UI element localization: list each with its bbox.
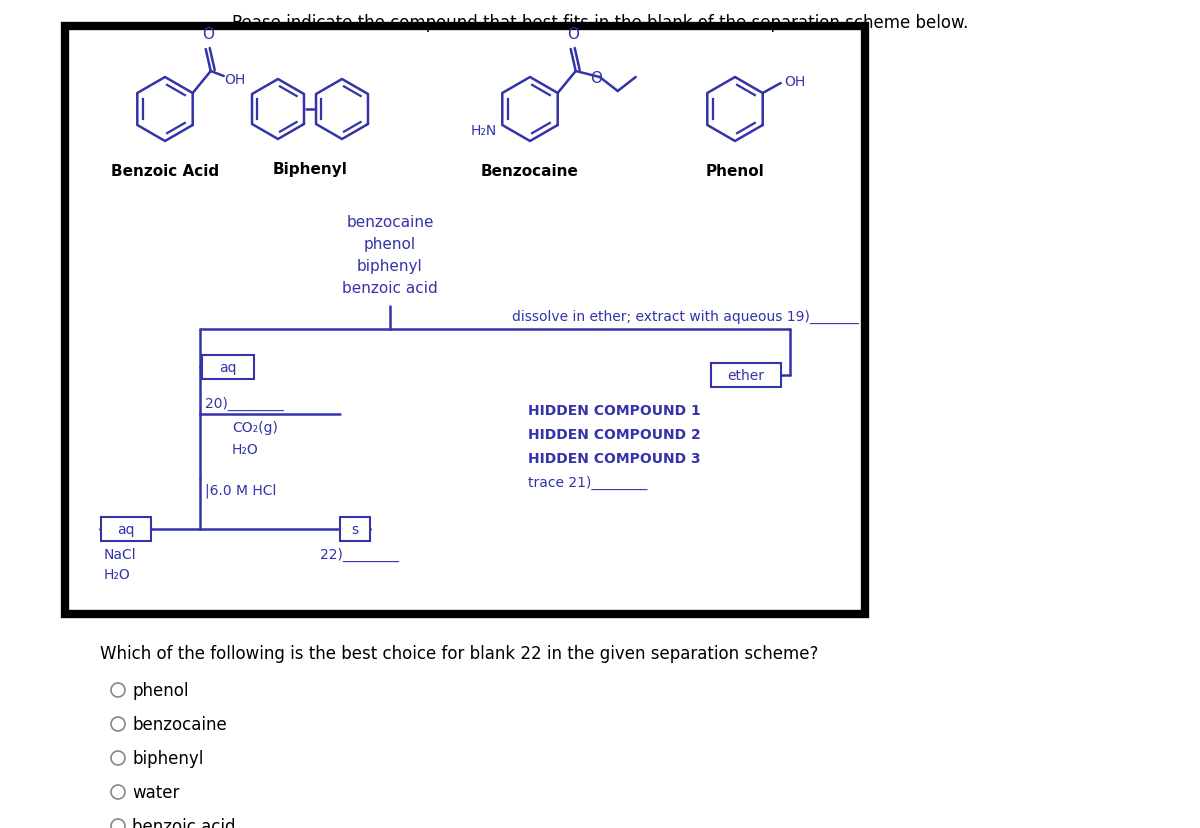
Text: biphenyl: biphenyl	[358, 258, 422, 274]
Text: Biphenyl: Biphenyl	[272, 161, 348, 177]
Text: HIDDEN COMPOUND 3: HIDDEN COMPOUND 3	[528, 451, 701, 465]
Text: CO₂(g): CO₂(g)	[232, 421, 278, 435]
Text: dissolve in ether; extract with aqueous 19)_______: dissolve in ether; extract with aqueous …	[512, 310, 859, 324]
FancyBboxPatch shape	[101, 518, 151, 542]
Text: phenol: phenol	[132, 681, 188, 699]
Text: Benzoic Acid: Benzoic Acid	[110, 164, 220, 179]
FancyBboxPatch shape	[202, 355, 254, 379]
Text: NaCl: NaCl	[104, 547, 137, 561]
FancyBboxPatch shape	[710, 363, 781, 388]
Text: aq: aq	[118, 522, 134, 537]
Text: benzocaine: benzocaine	[347, 214, 433, 229]
Text: benzocaine: benzocaine	[132, 715, 227, 733]
Text: HIDDEN COMPOUND 2: HIDDEN COMPOUND 2	[528, 427, 701, 441]
Text: Which of the following is the best choice for blank 22 in the given separation s: Which of the following is the best choic…	[100, 644, 818, 662]
Circle shape	[112, 819, 125, 828]
Text: Phenol: Phenol	[706, 164, 764, 179]
Text: |6.0 M HCl: |6.0 M HCl	[205, 484, 276, 498]
Circle shape	[112, 785, 125, 799]
Text: HIDDEN COMPOUND 1: HIDDEN COMPOUND 1	[528, 403, 701, 417]
Text: O: O	[566, 27, 578, 42]
Circle shape	[112, 751, 125, 765]
Text: benzoic acid: benzoic acid	[342, 281, 438, 296]
Text: H₂O: H₂O	[232, 442, 259, 456]
Text: H₂O: H₂O	[104, 567, 131, 581]
Text: Pease indicate the compound that best fits in the blank of the separation scheme: Pease indicate the compound that best fi…	[232, 14, 968, 32]
Text: phenol: phenol	[364, 237, 416, 252]
Circle shape	[112, 717, 125, 731]
Text: biphenyl: biphenyl	[132, 749, 203, 767]
Text: H₂N: H₂N	[472, 124, 497, 137]
Text: benzoic acid: benzoic acid	[132, 817, 235, 828]
Text: 22)________: 22)________	[320, 547, 398, 561]
Text: 20)________: 20)________	[205, 397, 284, 411]
Text: Benzocaine: Benzocaine	[481, 164, 578, 179]
FancyBboxPatch shape	[340, 518, 370, 542]
Text: OH: OH	[785, 75, 806, 89]
Text: aq: aq	[220, 360, 236, 374]
Text: trace 21)________: trace 21)________	[528, 475, 647, 489]
Text: O: O	[589, 70, 601, 85]
Text: O: O	[202, 27, 214, 42]
Text: water: water	[132, 783, 179, 801]
Text: OH: OH	[224, 73, 246, 87]
FancyBboxPatch shape	[65, 27, 865, 614]
Circle shape	[112, 683, 125, 697]
Text: ether: ether	[727, 368, 764, 383]
Text: s: s	[352, 522, 359, 537]
